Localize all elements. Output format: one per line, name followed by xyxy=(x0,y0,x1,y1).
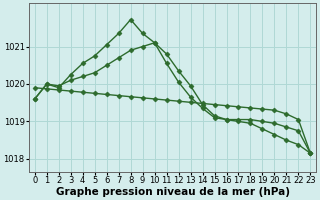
X-axis label: Graphe pression niveau de la mer (hPa): Graphe pression niveau de la mer (hPa) xyxy=(56,187,290,197)
